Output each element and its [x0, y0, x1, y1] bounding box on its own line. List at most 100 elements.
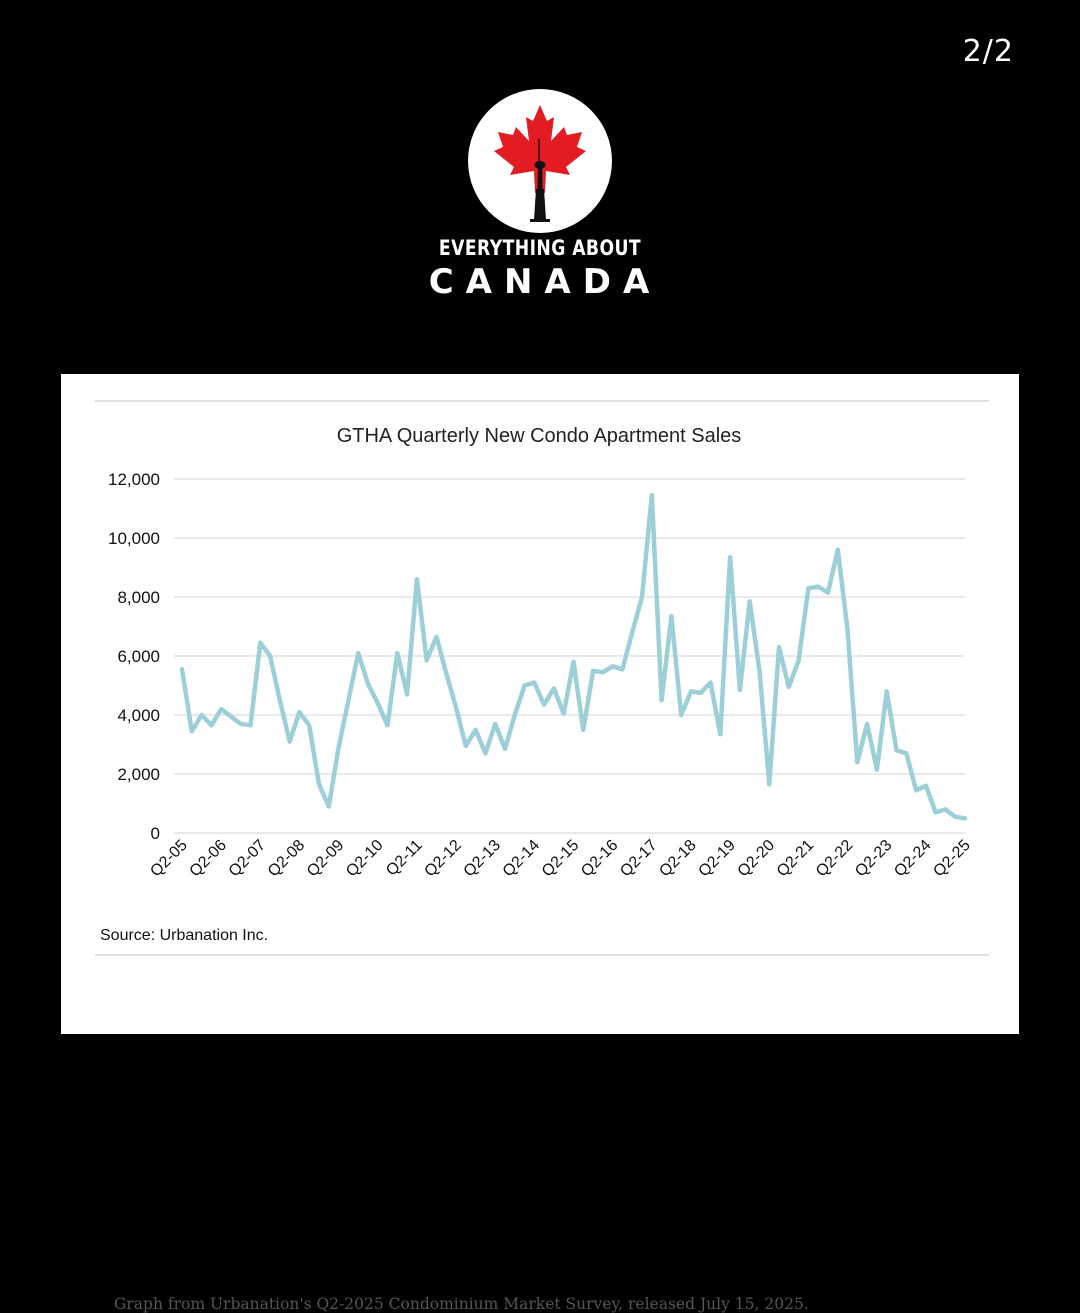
data-point [571, 659, 576, 664]
data-point [454, 705, 459, 710]
x-tick-label: Q2-22 [813, 837, 857, 881]
series-layer [179, 492, 968, 821]
data-point [581, 727, 586, 732]
data-point [336, 745, 341, 750]
data-point [806, 586, 811, 591]
x-tick-label: Q2-23 [852, 837, 896, 881]
x-tick-label: Q2-14 [500, 837, 544, 881]
data-point [816, 584, 821, 589]
data-point [688, 689, 693, 694]
x-tick-label: Q2-12 [421, 837, 465, 881]
data-point [317, 782, 322, 787]
data-point [385, 723, 390, 728]
data-point [463, 743, 468, 748]
data-point [551, 686, 556, 691]
y-axis: 0 2,000 4,000 6,000 8,000 10,000 12,000 [108, 470, 160, 843]
y-tick-label: 4,000 [117, 706, 160, 725]
x-tick-label: Q2-05 [147, 837, 191, 881]
data-point [963, 816, 967, 821]
data-point [356, 651, 361, 656]
data-point [933, 810, 938, 815]
data-point [424, 658, 429, 663]
data-point [228, 714, 233, 719]
data-point [757, 668, 762, 673]
data-point [248, 723, 253, 728]
data-point [326, 804, 331, 809]
line-chart: GTHA Quarterly New Condo Apartment Sales… [95, 400, 989, 956]
data-point [591, 668, 596, 673]
chart-card: GTHA Quarterly New Condo Apartment Sales… [61, 374, 1019, 1313]
data-point [777, 645, 782, 650]
x-tick-label: Q2-25 [930, 837, 974, 881]
maple-leaf-icon [494, 105, 586, 193]
data-point [405, 692, 410, 697]
data-point [874, 767, 879, 772]
data-point [708, 680, 713, 685]
data-point [189, 729, 194, 734]
x-axis: Q2-05Q2-06Q2-07Q2-08Q2-09Q2-10Q2-11Q2-12… [147, 837, 974, 881]
data-point [512, 713, 517, 717]
data-point [473, 727, 478, 732]
data-point [698, 690, 703, 695]
y-tick-label: 8,000 [117, 588, 160, 607]
chart-source: Source: Urbanation Inc. [100, 927, 268, 944]
y-tick-label: 0 [151, 824, 160, 843]
series-line [179, 492, 968, 821]
data-point [444, 671, 449, 676]
data-point [277, 698, 282, 703]
y-tick-label: 2,000 [117, 765, 160, 784]
x-tick-label: Q2-10 [343, 837, 387, 881]
data-point [434, 634, 439, 639]
data-point [865, 721, 870, 726]
data-point [365, 682, 370, 687]
x-tick-label: Q2-09 [304, 837, 348, 881]
data-point [180, 667, 184, 672]
data-point [209, 723, 214, 728]
data-point [493, 721, 498, 726]
cn-tower-icon [530, 139, 550, 222]
caption: Graph from Urbanation's Q2-2025 Condomin… [114, 1295, 809, 1313]
data-point [268, 654, 273, 658]
data-point [561, 711, 566, 716]
x-tick-label: Q2-21 [774, 837, 818, 881]
data-point [649, 493, 654, 498]
data-point [943, 807, 948, 812]
data-point [767, 782, 772, 787]
data-point [679, 713, 684, 717]
data-point [728, 555, 733, 560]
x-tick-label: Q2-15 [539, 837, 583, 881]
data-point [307, 723, 312, 728]
brand-line2: CANADA [428, 262, 662, 302]
data-point [199, 713, 204, 717]
data-point [238, 721, 243, 726]
data-point [835, 547, 840, 552]
data-point [258, 640, 263, 645]
data-point [532, 680, 537, 685]
x-tick-label: Q2-13 [461, 837, 505, 881]
data-point [659, 698, 664, 703]
data-point [219, 707, 224, 712]
x-tick-label: Q2-18 [656, 837, 700, 881]
data-point [914, 788, 919, 793]
data-point [502, 746, 507, 751]
data-point [845, 627, 850, 632]
data-point [786, 684, 791, 689]
x-tick-label: Q2-19 [695, 837, 739, 881]
maple-leaf-cn-tower-icon [468, 89, 612, 233]
data-point [737, 687, 742, 692]
data-point [542, 702, 547, 707]
x-tick-label: Q2-24 [891, 837, 935, 881]
x-tick-label: Q2-16 [578, 837, 622, 881]
x-tick-label: Q2-08 [265, 837, 309, 881]
y-tick-label: 12,000 [108, 470, 160, 489]
data-point [894, 748, 899, 753]
y-tick-label: 10,000 [108, 529, 160, 548]
data-point [923, 783, 928, 788]
x-tick-label: Q2-11 [383, 837, 426, 880]
data-point [610, 664, 615, 669]
data-point [796, 658, 801, 663]
page-indicator: 2/2 [962, 34, 1014, 69]
x-tick-label: Q2-17 [617, 837, 661, 881]
x-tick-label: Q2-07 [226, 837, 270, 881]
data-point [375, 701, 380, 706]
